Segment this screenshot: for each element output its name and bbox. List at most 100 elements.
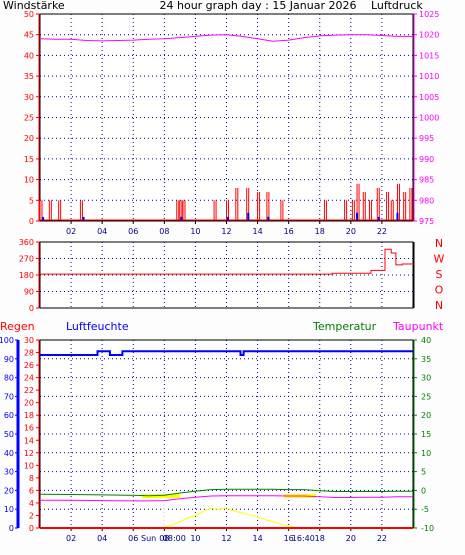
wind-pressure-xtick-label-22: 22 bbox=[377, 227, 387, 236]
sunrise-time-label: 08:00 bbox=[163, 534, 186, 543]
humidity-outer-label-10: 10 bbox=[4, 505, 14, 514]
humidity-outer-label-40: 40 bbox=[4, 449, 14, 458]
wind-pressure-xtick-label-08: 08 bbox=[159, 227, 169, 236]
pressure-axis-label-1020: 1020 bbox=[419, 31, 439, 40]
wind-axis-label-15: 15 bbox=[24, 155, 34, 164]
pressure-axis-label-995: 995 bbox=[419, 134, 434, 143]
rain-inner-label-8: 8 bbox=[29, 474, 34, 483]
sun-label: Sun bbox=[141, 534, 156, 543]
climate-xtick-label-06: 06 bbox=[128, 534, 138, 543]
temperature-axis-label--5: -5 bbox=[421, 505, 429, 514]
humidity-outer-label-50: 50 bbox=[4, 430, 14, 439]
wind-axis-label-5: 5 bbox=[29, 196, 34, 205]
pressure-axis-label-1025: 1025 bbox=[419, 10, 439, 19]
wind-direction-series-line bbox=[40, 248, 414, 275]
humidity-outer-label-80: 80 bbox=[4, 374, 14, 383]
wind-pressure-xtick-label-14: 14 bbox=[252, 227, 262, 236]
humidity-outer-label-20: 20 bbox=[4, 486, 14, 495]
climate-xtick-label-16: 16 bbox=[284, 534, 294, 543]
legend-temperature: Temperatur bbox=[312, 320, 377, 333]
wind-pressure-xtick-label-16: 16 bbox=[284, 227, 294, 236]
rain-inner-label-30: 30 bbox=[24, 336, 34, 345]
pressure-axis-label-1010: 1010 bbox=[419, 72, 439, 81]
climate-xtick-label-20: 20 bbox=[346, 534, 356, 543]
direction-axis-label-180: 180 bbox=[19, 271, 34, 280]
temperature-axis-label-10: 10 bbox=[421, 449, 431, 458]
compass-label-0: N bbox=[435, 237, 443, 250]
rain-inner-label-10: 10 bbox=[24, 461, 34, 470]
temperature-axis-label-30: 30 bbox=[421, 374, 431, 383]
temperature-axis-label-0: 0 bbox=[421, 486, 426, 495]
direction-axis-label-270: 270 bbox=[19, 255, 34, 264]
rain-inner-label-22: 22 bbox=[24, 386, 34, 395]
wind-pressure-xtick-label-18: 18 bbox=[315, 227, 325, 236]
rain-inner-label-24: 24 bbox=[24, 374, 34, 383]
humidity-series-line bbox=[40, 350, 413, 356]
sunrise-highlight bbox=[142, 494, 180, 498]
climate-xtick-label-10: 10 bbox=[190, 534, 200, 543]
temperature-axis-label-35: 35 bbox=[421, 355, 431, 364]
rain-inner-label-6: 6 bbox=[29, 486, 34, 495]
wind-strength-axis-title: Windstärke bbox=[3, 0, 65, 12]
climate-xtick-label-22: 22 bbox=[377, 534, 387, 543]
air-pressure-axis-title: Luftdruck bbox=[371, 0, 423, 12]
rain-inner-label-18: 18 bbox=[24, 411, 34, 420]
wind-axis-label-20: 20 bbox=[24, 134, 34, 143]
pressure-axis-label-1015: 1015 bbox=[419, 51, 439, 60]
wind-axis-label-35: 35 bbox=[24, 72, 34, 81]
wind-axis-label-10: 10 bbox=[24, 176, 34, 185]
direction-axis-label-360: 360 bbox=[19, 238, 34, 247]
dewpoint-series-line bbox=[40, 495, 413, 502]
wind-pressure-xtick-label-02: 02 bbox=[66, 227, 76, 236]
legend-rain: Regen bbox=[0, 320, 35, 333]
compass-label-1: W bbox=[434, 253, 445, 266]
rain-inner-label-2: 2 bbox=[29, 511, 34, 520]
climate-xtick-label-12: 12 bbox=[221, 534, 231, 543]
wind-axis-label-0: 0 bbox=[29, 217, 34, 226]
rain-inner-label-28: 28 bbox=[24, 349, 34, 358]
temperature-axis-label-20: 20 bbox=[421, 411, 431, 420]
humidity-outer-label-60: 60 bbox=[4, 411, 14, 420]
sunset-time-label: 16:40 bbox=[292, 534, 315, 543]
pressure-series-line bbox=[39, 34, 413, 42]
rain-inner-label-14: 14 bbox=[24, 436, 34, 445]
wind-axis-label-50: 50 bbox=[24, 10, 34, 19]
rain-inner-label-12: 12 bbox=[24, 449, 34, 458]
pressure-axis-label-1000: 1000 bbox=[419, 114, 439, 123]
humidity-outer-label-30: 30 bbox=[4, 468, 14, 477]
legend-dewpoint: Taupunkt bbox=[392, 320, 444, 333]
wind-axis-label-25: 25 bbox=[24, 114, 34, 123]
rain-inner-label-20: 20 bbox=[24, 399, 34, 408]
pressure-axis-label-990: 990 bbox=[419, 155, 434, 164]
wind-pressure-xtick-label-12: 12 bbox=[221, 227, 231, 236]
wind-pressure-xtick-label-06: 06 bbox=[128, 227, 138, 236]
temperature-axis-label--10: -10 bbox=[421, 524, 434, 533]
temperature-axis-label-5: 5 bbox=[421, 468, 426, 477]
temperature-series-line bbox=[39, 488, 413, 497]
sun-series-line bbox=[164, 507, 297, 528]
direction-axis-label-90: 90 bbox=[24, 288, 34, 297]
compass-label-4: N bbox=[435, 299, 443, 312]
page-title: 24 hour graph day : 15 Januar 2026 bbox=[159, 0, 357, 12]
wind-pressure-xtick-label-04: 04 bbox=[97, 227, 107, 236]
wind-axis-label-40: 40 bbox=[24, 51, 34, 60]
legend-humidity: Luftfeuchte bbox=[66, 320, 129, 333]
humidity-outer-label-0: 0 bbox=[9, 524, 14, 533]
rain-inner-label-16: 16 bbox=[24, 424, 34, 433]
humidity-outer-label-100: 100 bbox=[0, 336, 14, 345]
rain-inner-label-4: 4 bbox=[29, 499, 34, 508]
wind-pressure-xtick-label-10: 10 bbox=[190, 227, 200, 236]
temperature-axis-label-40: 40 bbox=[421, 336, 431, 345]
climate-xtick-label-08: 08 bbox=[159, 534, 169, 543]
temperature-axis-label-25: 25 bbox=[421, 392, 431, 401]
wind-pressure-xtick-label-20: 20 bbox=[346, 227, 356, 236]
compass-label-3: O bbox=[435, 284, 444, 297]
rain-inner-label-0: 0 bbox=[29, 524, 34, 533]
wind-axis-label-45: 45 bbox=[24, 31, 34, 40]
climate-xtick-label-14: 14 bbox=[252, 534, 262, 543]
climate-xtick-label-18: 18 bbox=[315, 534, 325, 543]
climate-xtick-label-04: 04 bbox=[97, 534, 107, 543]
wind-axis-label-30: 30 bbox=[24, 93, 34, 102]
